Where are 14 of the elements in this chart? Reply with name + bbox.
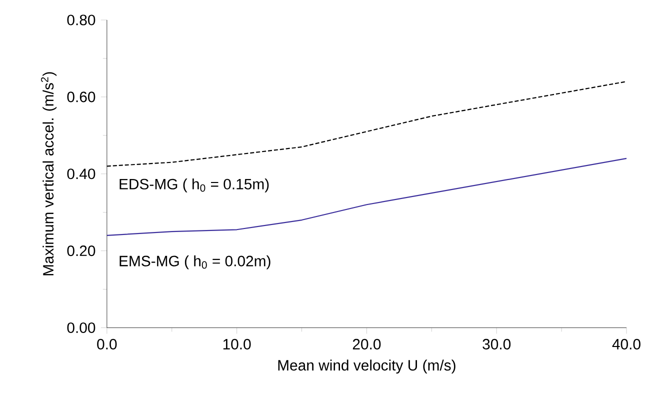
x-tick-label: 30.0 (482, 339, 511, 350)
y-tick-label: 0.80 (67, 14, 96, 26)
y-tick-label: 0.00 (67, 322, 96, 334)
y-tick-label: 0.40 (67, 168, 96, 180)
x-tick-label: 10.0 (223, 339, 251, 350)
x-tick-label: 40.0 (612, 339, 640, 350)
x-tick-label: 20.0 (352, 339, 381, 350)
x-axis-title: Mean wind velocity U (m/s) (278, 360, 456, 374)
x-tick-label: 0.0 (97, 339, 117, 350)
y-tick-label: 0.60 (67, 92, 96, 102)
y-tick-label: 0.20 (67, 246, 96, 256)
series-label: EMS-MG ( h$_{0}$ = 0.02m) (120, 256, 270, 270)
y-axis-title: Maximum vertical accel. (m/s$^{2}$) (40, 72, 57, 276)
series-label: EDS-MG ( h$_{0}$ = 0.15m) (120, 178, 269, 193)
